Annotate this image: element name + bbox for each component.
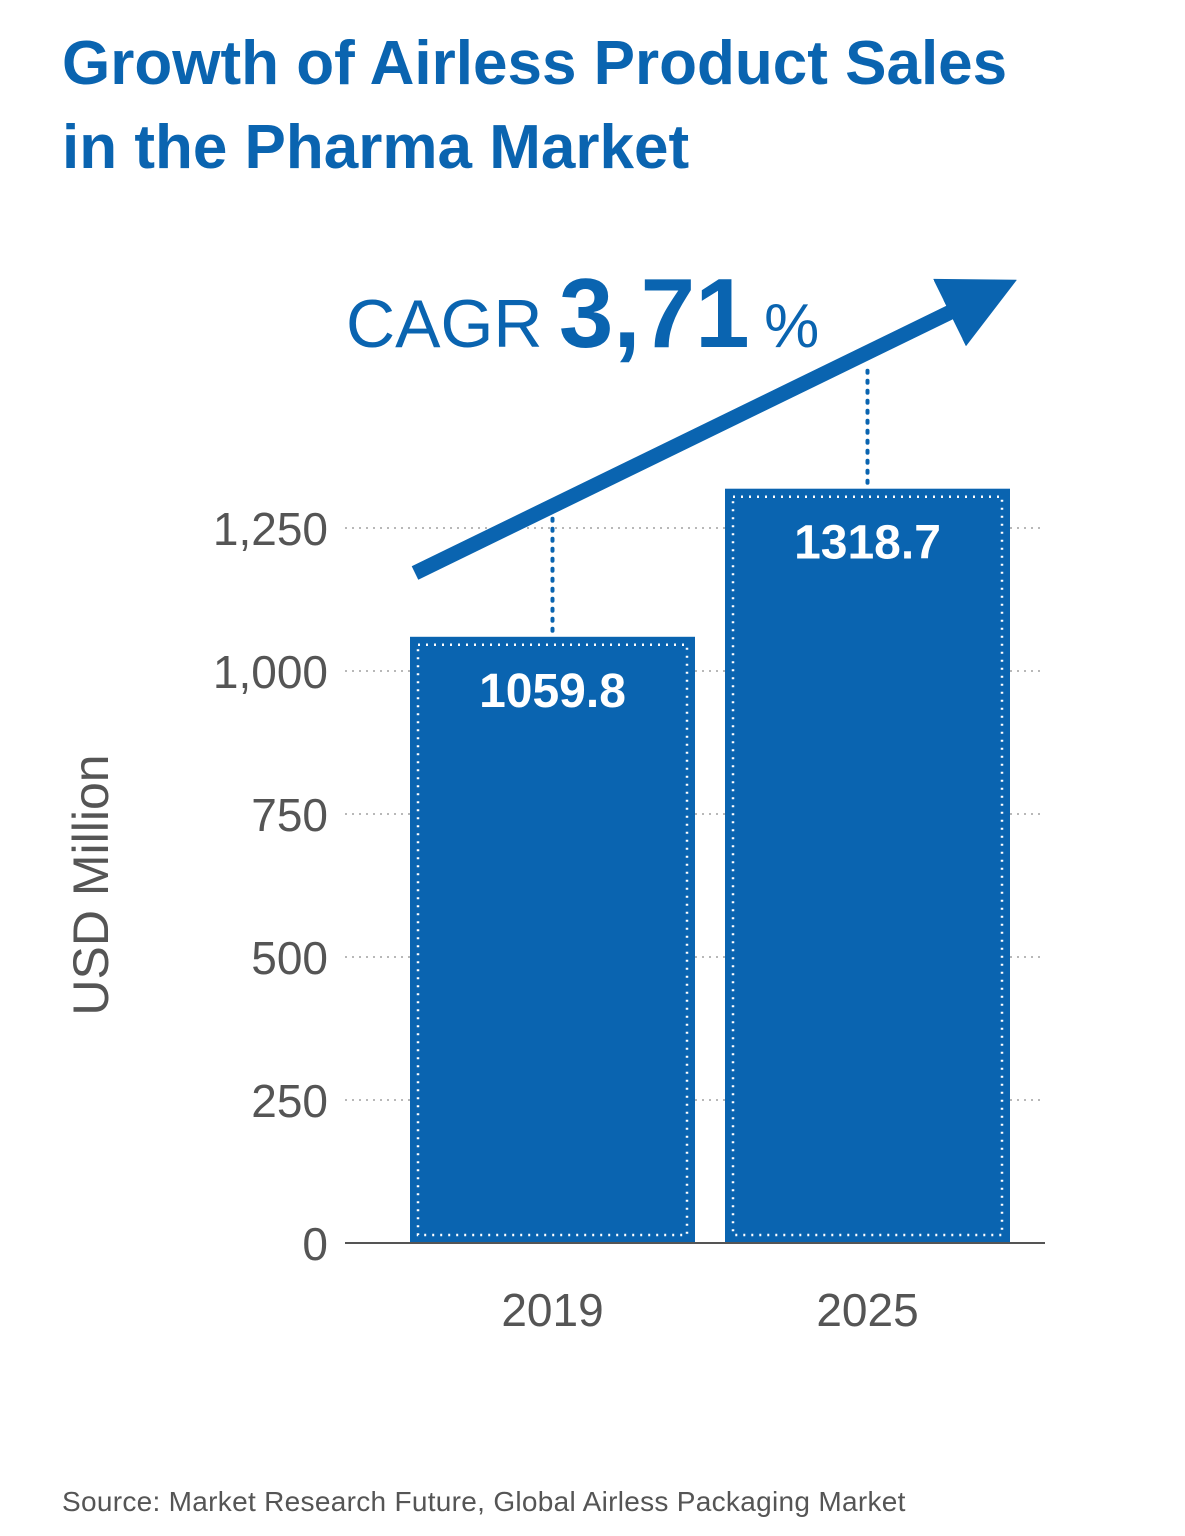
bar-value-label: 1318.7 [794, 517, 941, 570]
source-note: Source: Market Research Future, Global A… [62, 1486, 906, 1517]
y-axis-ticks: 0 250 500 750 1,000 1,250 [213, 503, 328, 1270]
bars: 1059.8 1318.7 [410, 488, 1010, 1243]
cagr-value: 3,71 [559, 258, 750, 368]
y-tick-label: 500 [251, 932, 328, 984]
y-axis-label: USD Million [63, 754, 119, 1015]
x-tick-label: 2019 [501, 1284, 603, 1336]
bar-dotted-outline [416, 643, 689, 1237]
cagr-prefix: CAGR [346, 286, 542, 362]
x-axis-ticks: 2019 2025 [501, 1284, 918, 1336]
chart-title-line-1: Growth of Airless Product Sales [62, 29, 1008, 98]
y-tick-label: 750 [251, 789, 328, 841]
cagr-trend-arrow [411, 278, 1017, 580]
y-tick-label: 1,000 [213, 646, 328, 698]
leader-lines [550, 362, 870, 633]
chart-title: Growth of Airless Product Sales in the P… [62, 22, 1177, 190]
chart-title-line-2: in the Pharma Market [62, 113, 690, 182]
bar [725, 488, 1010, 1243]
bar [410, 636, 695, 1243]
y-tick-label: 250 [251, 1075, 328, 1127]
x-tick-label: 2025 [816, 1284, 918, 1336]
cagr-suffix: % [764, 292, 819, 361]
y-tick-label: 0 [302, 1218, 328, 1270]
y-tick-label: 1,250 [213, 503, 328, 555]
cagr-annotation: CAGR 3,71 % [346, 258, 819, 368]
bar-value-label: 1059.8 [479, 665, 626, 718]
